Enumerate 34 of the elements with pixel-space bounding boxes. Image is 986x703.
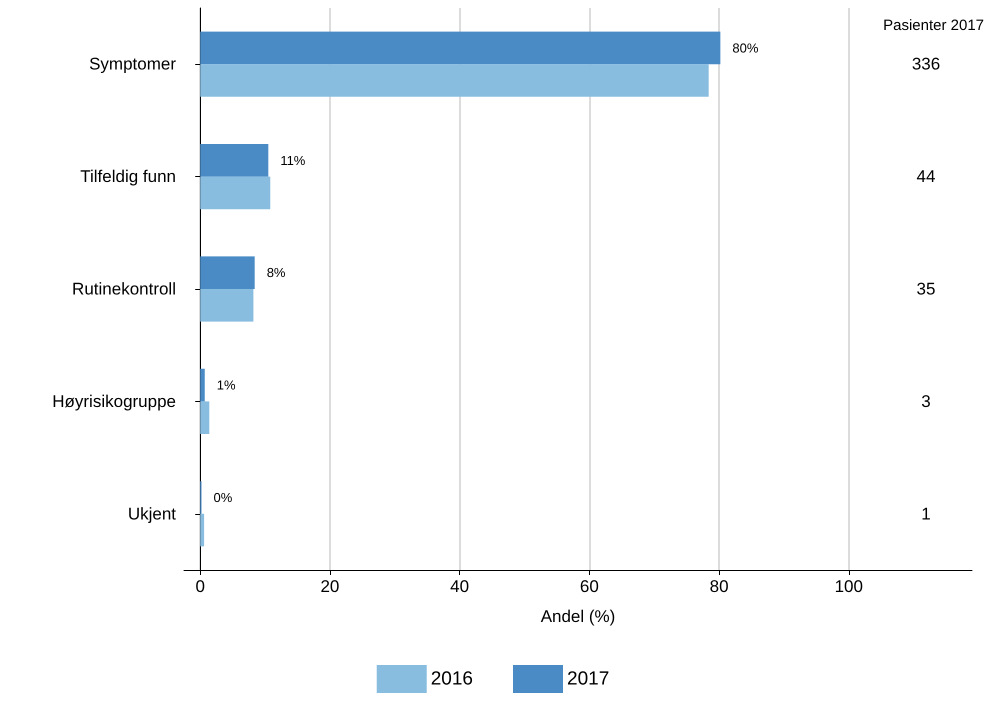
- annotation: Pasienter 2017: [883, 17, 984, 34]
- y-tick-label: Tilfeldig funn: [80, 167, 176, 186]
- annotation: 44: [916, 167, 936, 186]
- x-tick-label: 80: [710, 577, 729, 596]
- y-tick-label: Ukjent: [128, 504, 176, 524]
- x-axis-title: Andel (%): [540, 607, 616, 626]
- bar: [200, 289, 254, 322]
- legend-label: 2016: [430, 668, 474, 690]
- x-tick-label: 20: [320, 577, 340, 596]
- bar: [200, 401, 210, 434]
- annotation: 35: [916, 280, 936, 298]
- bar: [200, 514, 204, 546]
- bar: [200, 64, 709, 97]
- bar: [200, 176, 270, 210]
- annotation: 3: [921, 392, 931, 411]
- annotation: 1: [921, 504, 931, 524]
- bar: [200, 256, 255, 289]
- data-label: 11%: [280, 152, 306, 168]
- bar: [200, 32, 720, 64]
- x-tick-label: 60: [580, 577, 599, 596]
- y-tick-label: Høyrisikogruppe: [52, 392, 176, 411]
- data-label: 8%: [266, 265, 286, 280]
- x-tick-label: 40: [450, 577, 470, 596]
- x-tick-label: 100: [834, 577, 863, 596]
- bar: [200, 368, 205, 402]
- x-tick-label: 0: [195, 577, 205, 596]
- annotation: 336: [912, 54, 940, 74]
- data-label: 1%: [216, 378, 236, 393]
- data-label: 0%: [214, 490, 233, 505]
- data-label: 80%: [732, 40, 759, 56]
- bar: [200, 144, 268, 177]
- y-tick-label: Rutinekontroll: [72, 280, 176, 298]
- y-tick-label: Symptomer: [89, 54, 176, 74]
- legend-label: 2017: [567, 668, 610, 690]
